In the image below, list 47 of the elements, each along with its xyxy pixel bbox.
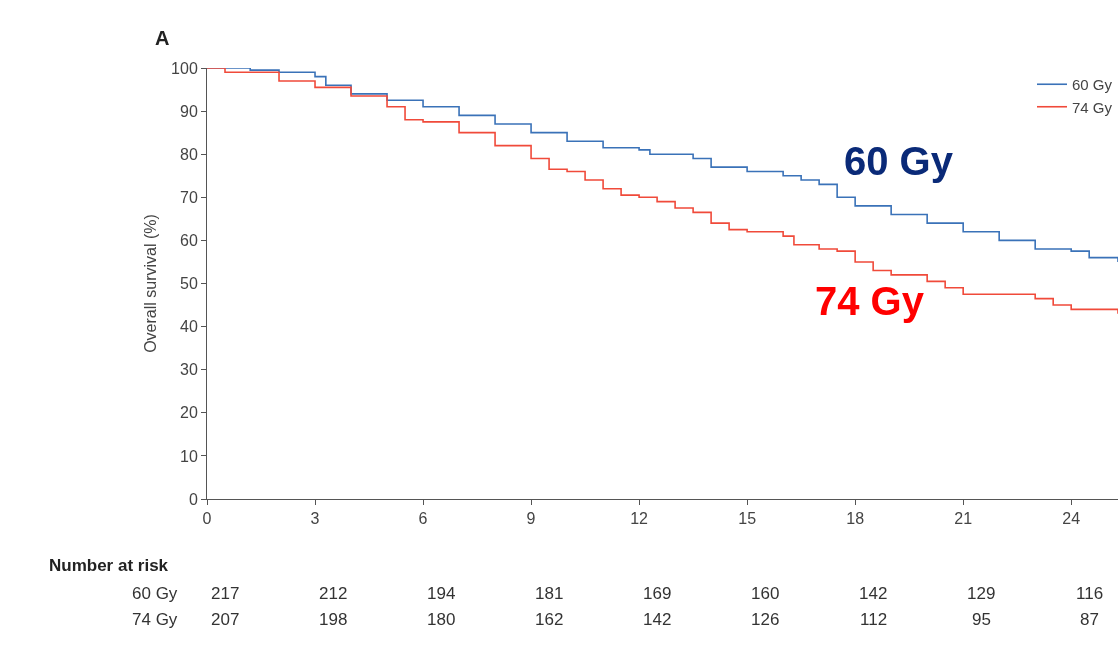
x-tick-label: 6 bbox=[418, 510, 428, 528]
text: 142 bbox=[643, 610, 672, 629]
text: 60 Gy bbox=[132, 584, 178, 603]
text: 198 bbox=[319, 610, 348, 629]
y-tick-label: 80 bbox=[180, 145, 198, 163]
text: 212 bbox=[319, 584, 348, 603]
y-tick-label: 90 bbox=[180, 102, 198, 120]
x-tick-label: 18 bbox=[846, 510, 865, 528]
y-tick-label: 20 bbox=[180, 404, 198, 422]
text: 95 bbox=[972, 610, 991, 629]
text: Number at risk bbox=[49, 556, 169, 575]
x-tick-label: 12 bbox=[630, 510, 649, 528]
text: 207 bbox=[211, 610, 240, 629]
y-tick-label: 40 bbox=[180, 318, 198, 336]
x-tick-label: 24 bbox=[1062, 510, 1081, 528]
text: 217 bbox=[211, 584, 240, 603]
text: 116 bbox=[1076, 584, 1104, 603]
text: 126 bbox=[751, 610, 780, 629]
y-tick-label: 50 bbox=[180, 275, 198, 293]
x-tick-label: 9 bbox=[526, 510, 536, 528]
text: 142 bbox=[859, 584, 888, 603]
x-tick-label: 3 bbox=[310, 510, 320, 528]
text: 129 bbox=[967, 584, 996, 603]
text: 74 Gy bbox=[132, 610, 178, 629]
legend-label: 60 Gy bbox=[1072, 76, 1113, 94]
annotation: 60 Gy bbox=[844, 139, 954, 183]
legend-label: 74 Gy bbox=[1072, 98, 1113, 116]
x-tick-label: 0 bbox=[202, 510, 212, 528]
y-tick-label: 60 bbox=[180, 232, 198, 249]
text: 87 bbox=[1080, 610, 1099, 629]
y-axis-title: Overall survival (%) bbox=[142, 214, 159, 353]
y-tick-label: 100 bbox=[171, 59, 198, 77]
annotation: 74 Gy bbox=[815, 279, 925, 323]
text: 180 bbox=[427, 610, 456, 629]
y-tick-label: 0 bbox=[188, 490, 198, 508]
text: 112 bbox=[860, 610, 888, 629]
x-tick-label: 21 bbox=[954, 510, 973, 528]
x-tick-label: 15 bbox=[738, 510, 757, 528]
text: 162 bbox=[535, 610, 564, 629]
text: 169 bbox=[643, 584, 672, 603]
text: 160 bbox=[751, 584, 780, 603]
chart-title: A bbox=[155, 27, 170, 49]
text: 194 bbox=[427, 584, 456, 603]
y-tick-label: 30 bbox=[180, 361, 198, 379]
y-tick-label: 10 bbox=[180, 447, 198, 465]
y-tick-label: 70 bbox=[180, 188, 198, 206]
text: 181 bbox=[535, 584, 564, 603]
